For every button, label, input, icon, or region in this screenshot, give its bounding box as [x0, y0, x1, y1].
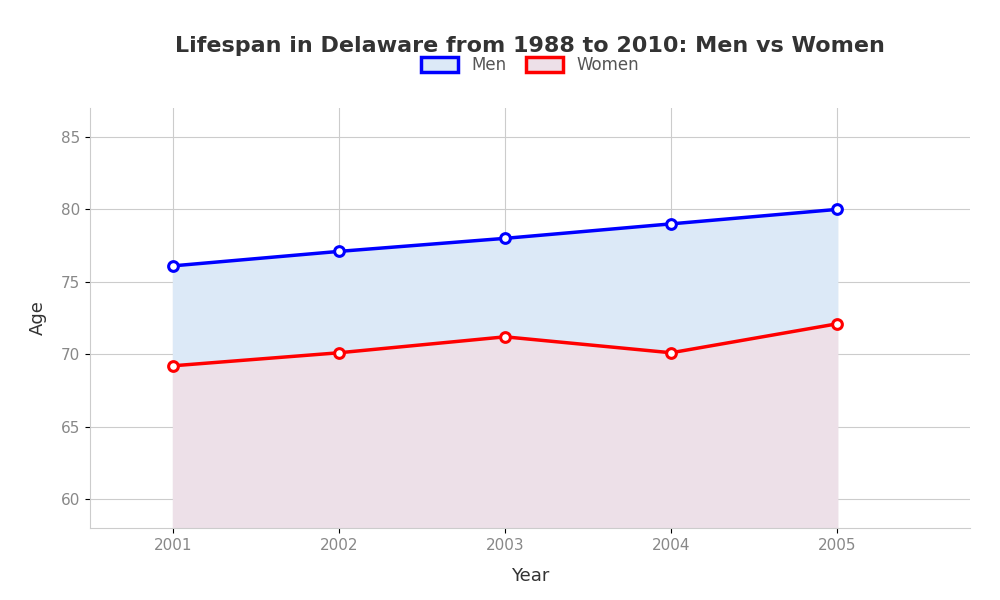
- Title: Lifespan in Delaware from 1988 to 2010: Men vs Women: Lifespan in Delaware from 1988 to 2010: …: [175, 37, 885, 56]
- Legend: Men, Women: Men, Women: [414, 49, 646, 80]
- Y-axis label: Age: Age: [29, 301, 47, 335]
- X-axis label: Year: Year: [511, 566, 549, 584]
